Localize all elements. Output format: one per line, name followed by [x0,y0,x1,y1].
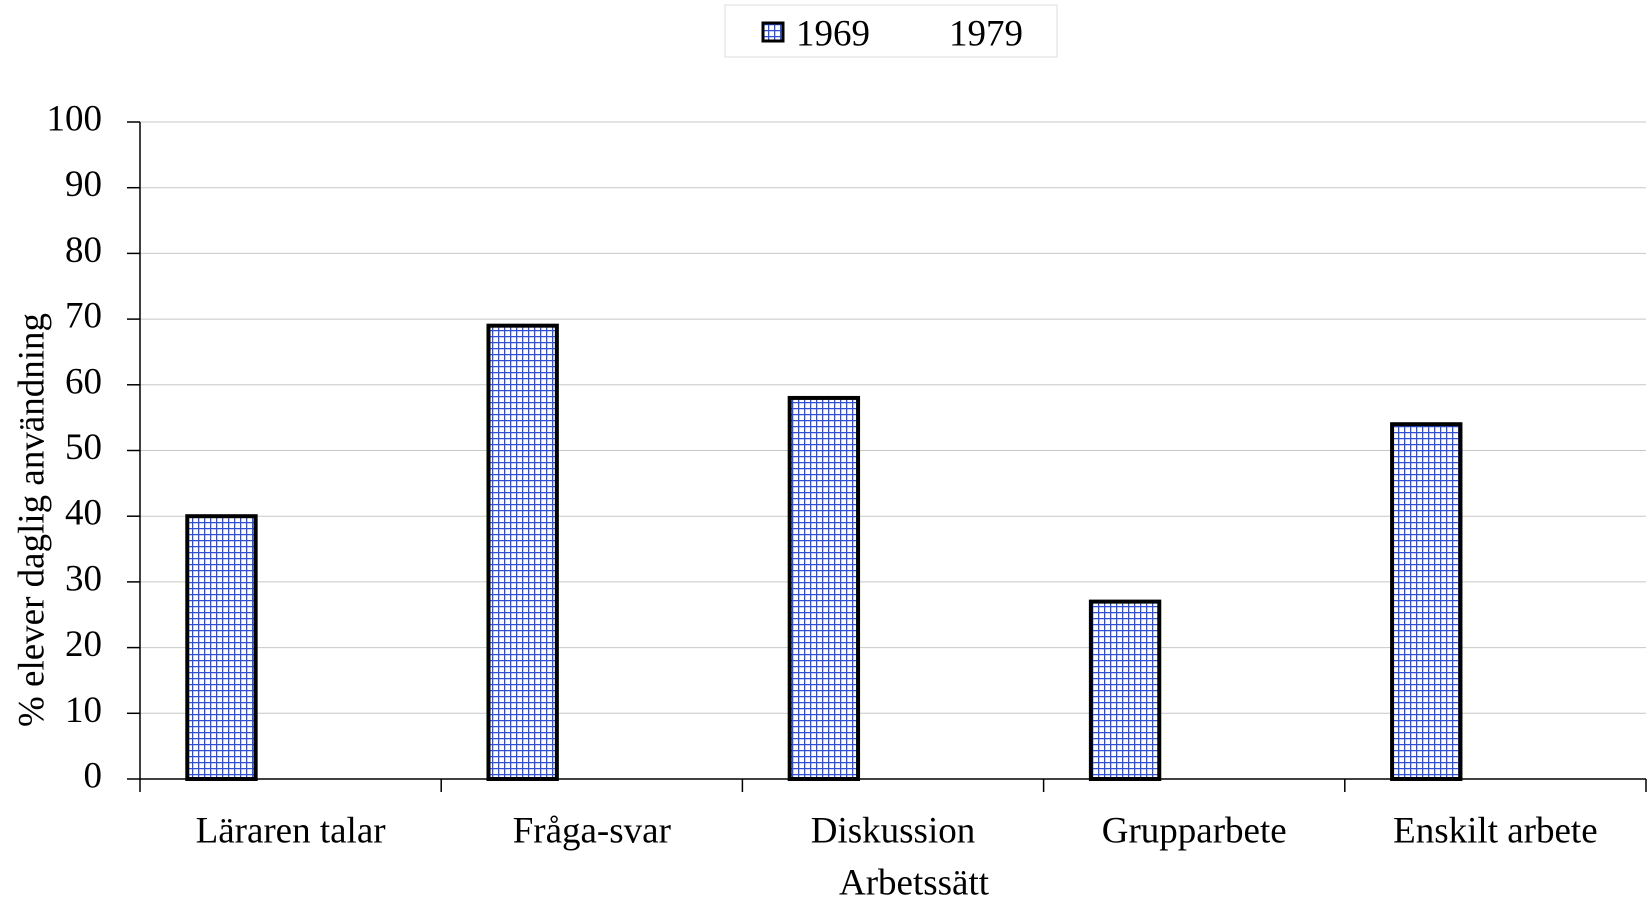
x-tick-label: Diskussion [811,810,975,851]
legend-marker [761,21,785,43]
y-tick-label: 90 [65,164,102,205]
x-tick-label: Grupparbete [1102,810,1287,851]
x-tick-label: Läraren talar [196,810,386,851]
bar [787,395,861,781]
y-tick-label: 30 [65,558,102,599]
y-tick-label: 0 [84,755,103,796]
legend-marker [914,21,938,43]
x-axis-label: Arbetssätt [839,862,990,903]
y-tick-label: 100 [47,98,103,139]
x-tick-label: Fråga-svar [513,810,671,851]
legend-label: 1979 [949,13,1023,54]
y-axis-label: % elever daglig användning [11,313,52,727]
y-tick-label: 40 [65,493,102,534]
y-tick-label: 70 [65,296,102,337]
y-tick-label: 60 [65,361,102,402]
bar [1390,422,1463,781]
bar [1088,599,1162,781]
x-tick-label: Enskilt arbete [1393,810,1597,851]
y-tick-label: 10 [65,690,102,731]
bar [185,514,258,781]
y-tick-label: 20 [65,624,102,665]
legend-label: 1969 [796,13,870,54]
y-tick-label: 80 [65,230,102,271]
y-tick-label: 50 [65,427,102,468]
bar [486,323,559,781]
